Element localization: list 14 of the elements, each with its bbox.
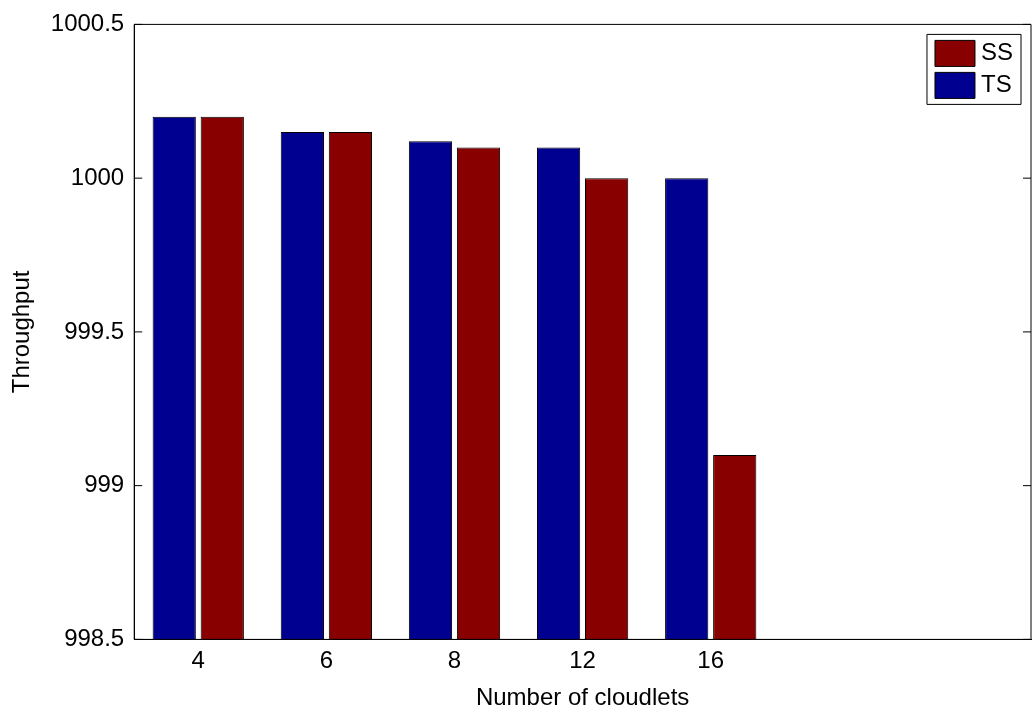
legend-label: TS bbox=[980, 70, 1012, 98]
y-tick-label: 998.5 bbox=[64, 624, 125, 652]
y-axis-title: Throughput bbox=[7, 270, 35, 394]
x-tick-label: 16 bbox=[697, 646, 725, 674]
y-tick-label: 1000.5 bbox=[50, 9, 125, 37]
y-tick-label: 1000 bbox=[70, 162, 125, 190]
x-tick-label: 4 bbox=[191, 646, 205, 674]
x-axis-title: Number of cloudlets bbox=[475, 683, 690, 711]
y-tick-label: 999 bbox=[84, 470, 125, 498]
x-tick-label: 6 bbox=[319, 646, 334, 674]
x-tick-label: 12 bbox=[569, 646, 596, 674]
x-tick-label: 8 bbox=[447, 646, 462, 674]
y-tick-label: 999.5 bbox=[64, 316, 125, 344]
legend-label: SS bbox=[980, 38, 1013, 66]
